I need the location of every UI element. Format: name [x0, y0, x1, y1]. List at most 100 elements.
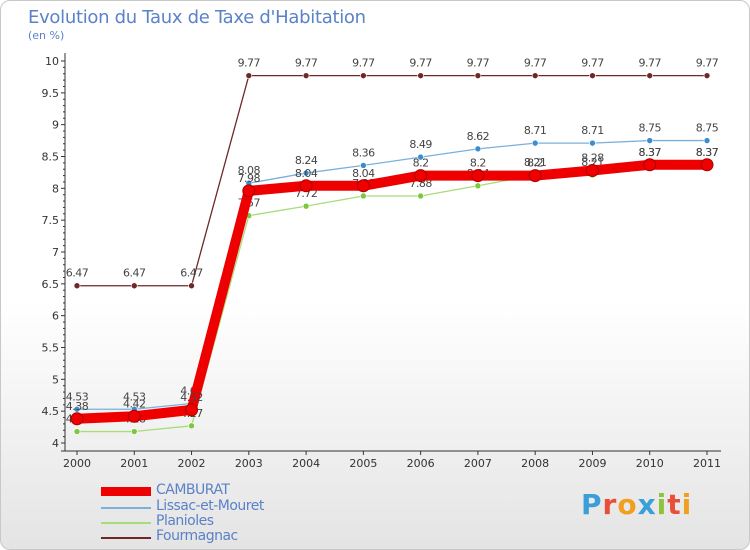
data-label-lissac-et-mouret: 8.71 — [581, 124, 604, 137]
data-point-planioles — [302, 202, 310, 210]
data-label-lissac-et-mouret: 8.08 — [238, 164, 261, 177]
y-tick-label: 9 — [52, 119, 59, 132]
data-label-lissac-et-mouret: 8.36 — [352, 146, 375, 159]
legend-swatch-fourmagnac — [101, 537, 151, 539]
y-tick-label: 8 — [52, 182, 59, 195]
chart-title: Evolution du Taux de Taxe d'Habitation — [28, 7, 366, 28]
data-point-fourmagnac — [589, 72, 596, 79]
data-label-lissac-et-mouret: 8.71 — [524, 124, 547, 137]
x-tick-label: 2004 — [292, 457, 320, 470]
data-label-lissac-et-mouret: 8.62 — [467, 130, 490, 143]
data-point-camburat — [185, 403, 199, 417]
data-point-camburat — [70, 412, 84, 426]
series-line-camburat — [72, 159, 712, 424]
data-label-camburat: 8.2 — [413, 157, 429, 170]
logo-letter: t — [667, 488, 682, 521]
x-tick-label: 2008 — [521, 457, 549, 470]
data-point-fourmagnac — [302, 72, 310, 79]
data-label-planioles: 8.37 — [638, 146, 661, 159]
data-label-lissac-et-mouret: 8.75 — [696, 122, 719, 135]
x-tick-label: 2000 — [63, 457, 91, 470]
legend-label-fourmagnac: Fourmagnac — [156, 528, 238, 544]
data-label-fourmagnac: 9.77 — [696, 57, 719, 70]
legend-label-camburat: CAMBURAT — [156, 482, 230, 498]
data-point-camburat — [528, 169, 542, 183]
x-tick-label: 2007 — [464, 457, 492, 470]
data-point-camburat — [471, 169, 485, 183]
data-point-camburat — [585, 164, 599, 178]
data-label-fourmagnac: 9.77 — [295, 57, 318, 70]
data-point-planioles — [417, 192, 424, 200]
data-point-lissac-et-mouret — [360, 162, 367, 169]
data-label-fourmagnac: 9.77 — [352, 57, 375, 70]
y-tick-label: 4.5 — [42, 405, 60, 418]
data-point-lissac-et-mouret — [703, 137, 711, 144]
data-label-fourmagnac: 9.77 — [238, 57, 261, 70]
data-point-planioles — [474, 182, 482, 190]
data-point-fourmagnac — [703, 72, 711, 79]
data-label-camburat: 8.28 — [581, 152, 604, 165]
y-tick-label: 5 — [52, 373, 59, 386]
data-label-camburat: 8.04 — [295, 167, 318, 180]
chart-unit-label: (en %) — [28, 29, 65, 42]
legend-swatch-planioles — [101, 522, 151, 524]
series-line-lissac-et-mouret — [76, 139, 708, 410]
data-label-planioles: 8.21 — [524, 156, 547, 169]
data-label-camburat: 4.52 — [180, 391, 203, 404]
data-point-lissac-et-mouret — [589, 139, 596, 147]
x-tick-label: 2003 — [235, 457, 263, 470]
series-line-planioles — [76, 164, 708, 433]
x-tick-label: 2011 — [693, 457, 721, 470]
data-point-camburat — [242, 184, 256, 198]
data-label-camburat: 8.2 — [470, 157, 486, 170]
data-label-camburat: 4.42 — [123, 397, 146, 410]
data-point-lissac-et-mouret — [302, 169, 310, 177]
data-point-planioles — [130, 428, 138, 435]
y-tick-label: 7.5 — [42, 214, 60, 227]
x-tick-label: 2002 — [178, 457, 206, 470]
data-label-lissac-et-mouret: 8.49 — [409, 138, 432, 151]
data-point-fourmagnac — [474, 72, 482, 79]
data-label-lissac-et-mouret: 8.24 — [295, 154, 318, 167]
data-label-camburat: 8.37 — [638, 146, 661, 159]
proxiti-logo: Proxiti — [581, 488, 692, 521]
data-label-fourmagnac: 9.77 — [467, 57, 490, 70]
data-point-camburat — [127, 409, 141, 423]
x-tick-label: 2005 — [349, 457, 377, 470]
data-point-fourmagnac — [245, 72, 253, 79]
x-tick-label: 2006 — [407, 457, 435, 470]
data-point-camburat — [643, 158, 657, 172]
logo-letter: o — [617, 488, 638, 521]
data-point-planioles — [188, 422, 195, 430]
y-tick-label: 8.5 — [42, 151, 60, 164]
y-tick-label: 4 — [52, 437, 59, 450]
data-point-camburat — [299, 179, 313, 193]
data-point-lissac-et-mouret — [417, 153, 424, 161]
data-point-camburat — [356, 179, 370, 193]
y-tick-label: 6.5 — [42, 278, 60, 291]
y-tick-label: 9.5 — [42, 87, 60, 100]
data-point-lissac-et-mouret — [73, 405, 81, 413]
data-point-fourmagnac — [646, 72, 654, 79]
data-point-fourmagnac — [188, 282, 195, 290]
data-point-lissac-et-mouret — [474, 145, 482, 153]
logo-letter: r — [602, 488, 618, 521]
data-label-planioles: 8.37 — [696, 146, 719, 159]
logo-letter: x — [637, 488, 657, 521]
data-label-lissac-et-mouret: 4.53 — [123, 390, 146, 403]
y-tick-label: 10 — [45, 55, 59, 68]
data-label-fourmagnac: 9.77 — [524, 57, 547, 70]
data-label-fourmagnac: 9.77 — [638, 57, 661, 70]
data-point-planioles — [360, 192, 367, 200]
data-label-lissac-et-mouret: 4.53 — [66, 390, 89, 403]
logo-letter: i — [656, 488, 668, 521]
x-tick-label: 2009 — [578, 457, 606, 470]
legend-label-planioles: Planioles — [156, 513, 214, 529]
data-point-fourmagnac — [73, 282, 81, 290]
data-label-lissac-et-mouret: 8.75 — [638, 122, 661, 135]
y-tick-label: 5.5 — [42, 342, 60, 355]
data-point-fourmagnac — [531, 72, 539, 79]
data-label-fourmagnac: 6.47 — [66, 267, 89, 280]
data-label-camburat: 8.04 — [352, 167, 375, 180]
